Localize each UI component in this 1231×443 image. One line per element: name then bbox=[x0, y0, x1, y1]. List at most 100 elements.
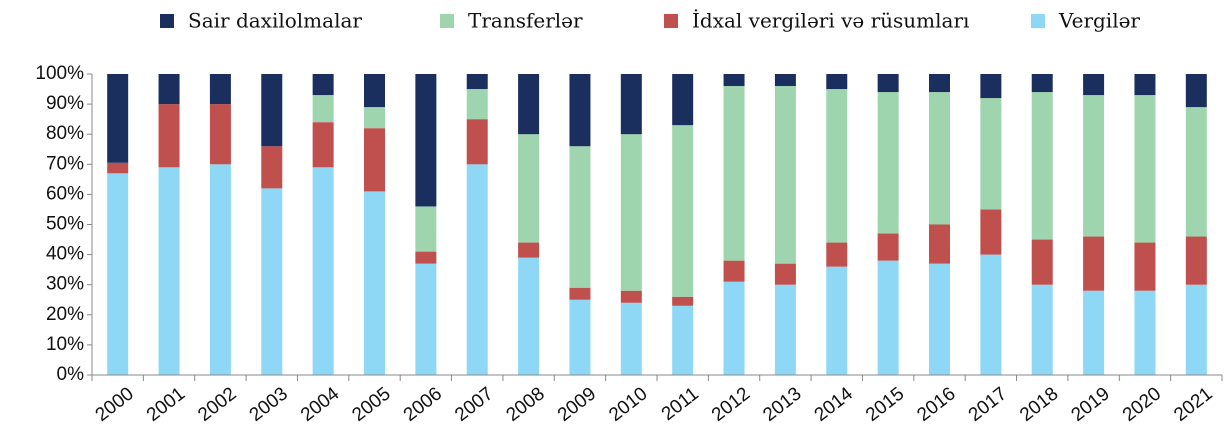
x-tick-label: 2017 bbox=[965, 383, 1011, 426]
bar-segment bbox=[158, 74, 180, 105]
x-tick-label: 2003 bbox=[246, 383, 292, 426]
bar-segment bbox=[877, 260, 899, 375]
x-tick-label: 2004 bbox=[297, 383, 344, 426]
bar-segment bbox=[209, 104, 231, 165]
bar-segment bbox=[518, 134, 540, 243]
bar-segment bbox=[364, 74, 385, 108]
x-tick-label: 2021 bbox=[1170, 383, 1216, 426]
bar-segment bbox=[980, 98, 1002, 210]
y-tick-label: 70% bbox=[46, 153, 84, 174]
bar-segment bbox=[723, 260, 745, 282]
legend-label: İdxal vergiləri və rüsumları bbox=[692, 9, 969, 33]
bar-segment bbox=[774, 74, 796, 87]
bar-segment bbox=[929, 263, 950, 375]
x-tick-label: 2014 bbox=[811, 383, 858, 426]
bar-segment bbox=[672, 305, 694, 375]
y-tick-label: 50% bbox=[46, 214, 84, 235]
bar-segment bbox=[1031, 239, 1053, 285]
x-tick-label: 2007 bbox=[451, 383, 497, 426]
legend-label: Sair daxilolmalar bbox=[188, 9, 362, 33]
y-tick-label: 60% bbox=[46, 183, 84, 204]
bar-segment bbox=[261, 74, 283, 147]
x-tick-label: 2001 bbox=[143, 383, 189, 426]
bar-segment bbox=[1031, 92, 1053, 240]
x-tick-label: 2012 bbox=[708, 383, 754, 426]
x-tick-label: 2016 bbox=[913, 383, 959, 426]
bar-segment bbox=[877, 74, 899, 93]
bar-segment bbox=[929, 92, 950, 225]
bar-segment bbox=[980, 254, 1002, 375]
bar-segment bbox=[620, 134, 642, 291]
bar-segment bbox=[312, 95, 334, 123]
legend-label: Vergilər bbox=[1058, 9, 1140, 33]
bar-segment bbox=[415, 206, 437, 252]
bar-segment bbox=[364, 191, 385, 375]
bar-segment bbox=[1031, 284, 1053, 375]
bar-segment bbox=[518, 242, 540, 258]
bar-segment bbox=[980, 209, 1002, 255]
bar-segment bbox=[929, 74, 950, 93]
x-tick-label: 2005 bbox=[348, 383, 394, 426]
bar-segment bbox=[1031, 74, 1053, 93]
bar-segment bbox=[1185, 107, 1207, 237]
bar-segment bbox=[364, 128, 385, 192]
bar-segment bbox=[1083, 95, 1105, 237]
bar-segment bbox=[261, 188, 283, 375]
bar-segment bbox=[620, 302, 642, 375]
bar-segment bbox=[209, 74, 231, 105]
x-tick-label: 2015 bbox=[862, 383, 908, 426]
bar-segment bbox=[774, 284, 796, 375]
bar-segment bbox=[1185, 284, 1207, 375]
bar-segment bbox=[569, 146, 591, 288]
bar-segment bbox=[826, 266, 848, 375]
bar-segment bbox=[466, 164, 488, 375]
bar-segment bbox=[415, 74, 437, 207]
bar-segment bbox=[107, 74, 129, 163]
bar-segment bbox=[312, 167, 334, 375]
legend-label: Transferlər bbox=[468, 9, 583, 33]
bar-segment bbox=[158, 104, 180, 168]
bar-segment bbox=[1134, 74, 1156, 96]
bar-segment bbox=[1083, 290, 1105, 375]
bar-segment bbox=[826, 74, 848, 90]
bar-segment bbox=[723, 74, 745, 87]
bar-segment bbox=[261, 146, 283, 189]
y-tick-label: 30% bbox=[46, 274, 84, 295]
x-tick-label: 2006 bbox=[400, 383, 446, 426]
legend-swatch bbox=[160, 14, 174, 28]
x-tick-label: 2013 bbox=[759, 383, 805, 426]
bar-segment bbox=[1134, 242, 1156, 291]
bar-segment bbox=[1134, 95, 1156, 243]
bar-segment bbox=[312, 122, 334, 168]
bar-segment bbox=[826, 242, 848, 267]
bar-segment bbox=[209, 164, 231, 375]
bar-segment bbox=[518, 257, 540, 375]
bar-segment bbox=[620, 290, 642, 303]
bar-segment bbox=[466, 119, 488, 165]
bar-segment bbox=[1083, 236, 1105, 291]
y-tick-label: 10% bbox=[46, 334, 84, 355]
bar-segment bbox=[1083, 74, 1105, 96]
bar-segment bbox=[672, 296, 694, 306]
bar-segment bbox=[518, 74, 540, 135]
bar-segment bbox=[415, 251, 437, 264]
x-tick-label: 2000 bbox=[92, 383, 138, 426]
x-tick-label: 2010 bbox=[605, 383, 651, 426]
bar-segment bbox=[672, 74, 694, 126]
bar-segment bbox=[620, 74, 642, 135]
bar-segment bbox=[1185, 236, 1207, 285]
bar-segment bbox=[569, 74, 591, 147]
bar-segment bbox=[826, 89, 848, 243]
y-tick-label: 80% bbox=[46, 123, 84, 144]
x-tick-label: 2008 bbox=[503, 383, 549, 426]
y-tick-label: 90% bbox=[46, 93, 84, 114]
bar-segment bbox=[1185, 74, 1207, 108]
bar-segment bbox=[929, 224, 950, 264]
bar-segment bbox=[107, 173, 129, 375]
bar-segment bbox=[1134, 290, 1156, 375]
x-tick-label: 2011 bbox=[658, 383, 703, 425]
bar-segment bbox=[364, 107, 385, 129]
bar-segment bbox=[672, 125, 694, 297]
bar-segment bbox=[980, 74, 1002, 99]
y-tick-label: 100% bbox=[35, 63, 84, 84]
